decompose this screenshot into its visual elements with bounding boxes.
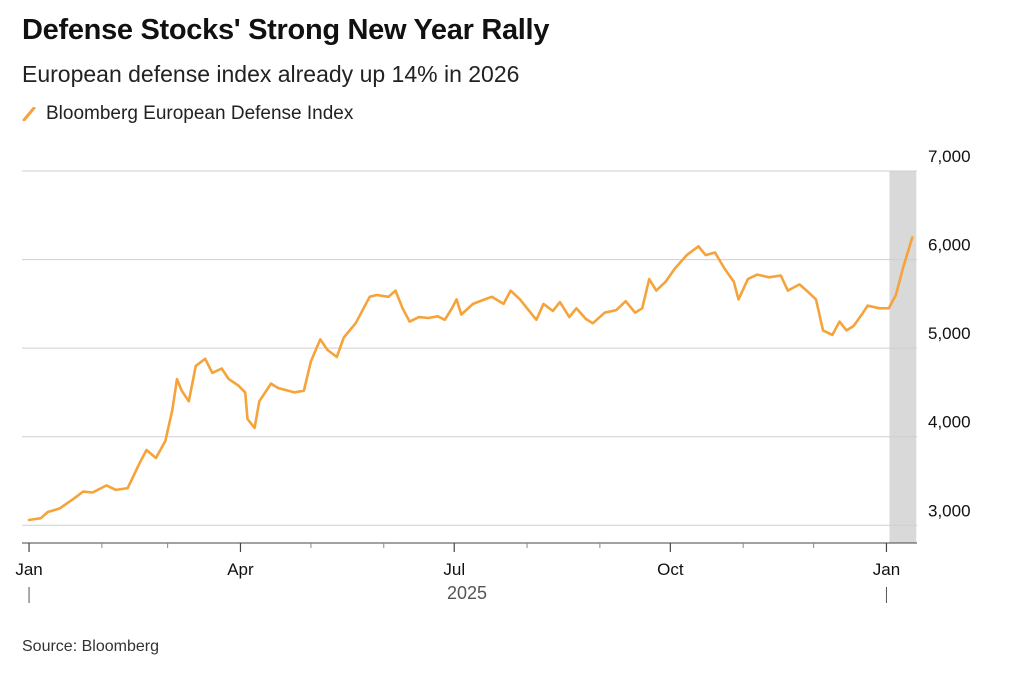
source-note: Source: Bloomberg bbox=[22, 638, 159, 655]
legend: Bloomberg European Defense Index bbox=[22, 101, 353, 127]
x-tick-label: Oct bbox=[657, 560, 684, 579]
x-tick-label: Jan bbox=[15, 560, 42, 579]
series-line bbox=[27, 236, 914, 522]
legend-label: Bloomberg European Defense Index bbox=[46, 103, 354, 124]
x-tick-label: Jan bbox=[873, 560, 900, 579]
x-tick-label: Jul bbox=[443, 560, 465, 579]
y-tick-label: 5,000 bbox=[928, 324, 971, 343]
y-tick-label: 7,000 bbox=[928, 147, 971, 166]
chart-title: Defense Stocks' Strong New Year Rally bbox=[22, 14, 550, 46]
y-tick-label: 6,000 bbox=[928, 236, 971, 255]
x-tick-label: Apr bbox=[227, 560, 254, 579]
highlight-band bbox=[889, 171, 917, 543]
year-label: 2025 bbox=[447, 583, 487, 603]
y-tick-label: 3,000 bbox=[928, 501, 971, 520]
y-tick-label: 4,000 bbox=[928, 413, 971, 432]
chart-subtitle: European defense index already up 14% in… bbox=[22, 61, 520, 87]
legend-line-icon bbox=[22, 107, 36, 121]
